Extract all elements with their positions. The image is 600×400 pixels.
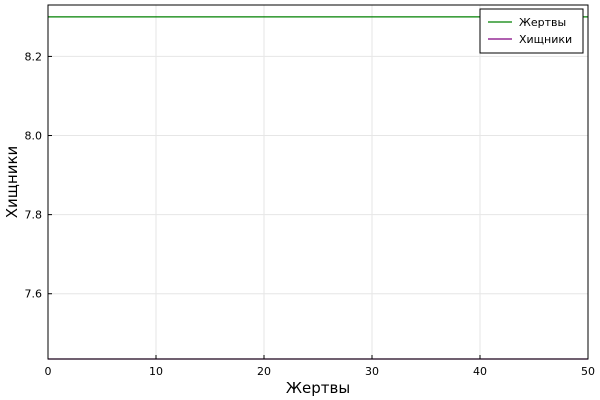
y-tick-label: 8.2 [25, 50, 43, 63]
legend-box [479, 8, 584, 54]
plot-frame [47, 4, 589, 360]
x-tick-label: 30 [365, 365, 379, 378]
series-lines [48, 16, 588, 360]
axis-ticks: 0 10 20 30 40 50 7.6 7.8 8.0 8.2 [25, 50, 596, 378]
y-tick-label: 7.6 [25, 288, 43, 301]
legend: Жертвы Хищники [479, 8, 584, 54]
legend-label: Жертвы [519, 16, 566, 29]
x-tick-label: 20 [257, 365, 271, 378]
y-axis-label: Хищники [3, 146, 21, 219]
x-axis-label: Жертвы [286, 379, 350, 397]
y-tick-label: 7.8 [25, 209, 43, 222]
x-tick-label: 0 [45, 365, 52, 378]
x-tick-label: 50 [581, 365, 595, 378]
legend-label: Хищники [519, 33, 572, 46]
x-tick-label: 10 [149, 365, 163, 378]
grid [47, 5, 589, 359]
x-tick-label: 40 [473, 365, 487, 378]
y-tick-label: 8.0 [25, 130, 43, 143]
